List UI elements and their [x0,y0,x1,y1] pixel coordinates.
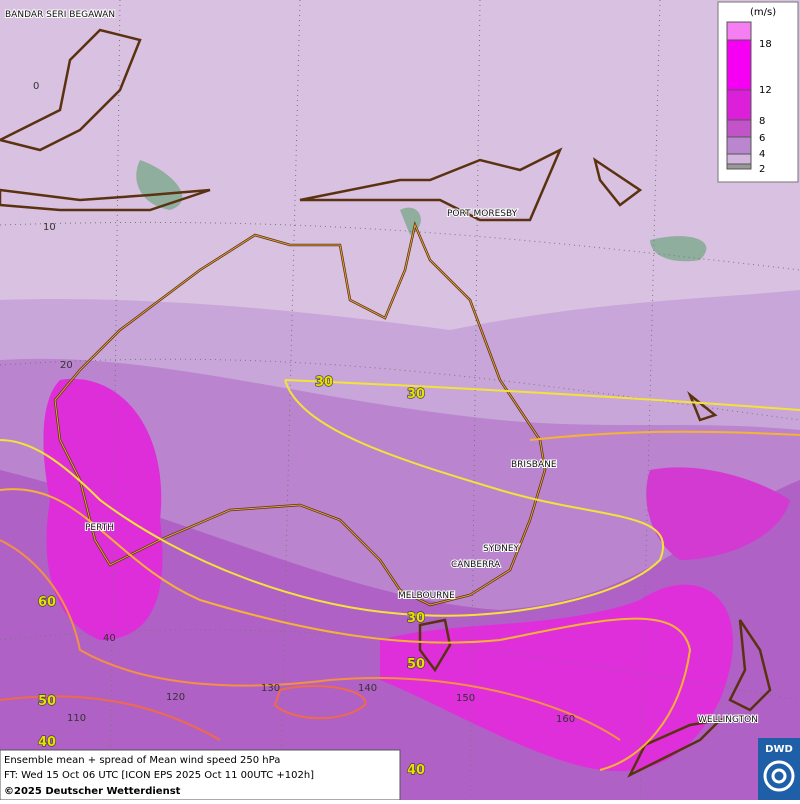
grid-label: 140 [358,683,377,694]
city-label: PORT MORESBY [447,209,518,219]
legend-label: 8 [759,116,765,127]
logo-text: DWD [765,744,793,755]
legend-label: 12 [759,85,772,96]
footer-line: FT: Wed 15 Oct 06 UTC [ICON EPS 2025 Oct… [4,770,314,781]
contour-label: 40 [407,763,425,778]
legend-swatch [726,89,752,121]
contour-label: 30 [407,611,425,626]
city-label: WELLINGTON [698,715,758,725]
grid-label: 20 [60,360,73,371]
logo-swirl [763,760,795,792]
legend-swatch [726,119,752,138]
legend-swatch [726,163,752,170]
contour-labels: 30 30 30 50 60 50 40 40 [37,374,425,778]
city-labels: BANDAR SERI BEGAWAN PORT MORESBY BRISBAN… [4,9,759,726]
legend-swatch [726,21,752,41]
legend-label: 4 [759,149,765,160]
contour-label: 40 [38,735,56,750]
footer-line: Ensemble mean + spread of Mean wind spee… [4,755,280,766]
coastline [0,28,772,778]
footer-line: ©2025 Deutscher Wetterdienst [4,786,181,797]
legend-unit: (m/s) [750,7,776,18]
legend-label: 6 [759,133,765,144]
legend-label: 18 [759,39,772,50]
grid-label: 120 [166,692,185,703]
isotach [0,379,800,771]
grid-label: 10 [43,222,56,233]
contour-label: 60 [38,595,56,610]
grid-label: 130 [261,683,280,694]
legend: (m/s) 18 12 8 6 4 2 [717,1,799,183]
logo-swirl [771,768,787,784]
grid-label: 160 [556,714,575,725]
city-label: PERTH [85,523,114,533]
contour-label: 30 [407,387,425,402]
contour-label: 50 [38,694,56,709]
legend-swatch [726,153,752,165]
field [646,467,790,560]
footer: Ensemble mean + spread of Mean wind spee… [0,749,401,801]
city-label: BANDAR SERI BEGAWAN [5,10,115,20]
grid-label: 0 [33,81,39,92]
city-label: CANBERRA [451,560,501,570]
footer-box [0,749,401,801]
city-label: MELBOURNE [398,591,455,601]
city-label: BRISBANE [511,460,557,470]
logo: DWD [758,738,800,800]
grid-label: 40 [103,633,116,644]
legend-swatch [726,136,752,155]
grid-label: 150 [456,693,475,704]
field [43,378,163,640]
field [380,584,733,772]
contour-label: 50 [407,657,425,672]
city-label: SYDNEY [483,544,520,554]
grid-labels: 0 10 20 40 110 120 130 140 150 160 [33,81,575,725]
grid-label: 110 [67,713,86,724]
contour-label: 30 [315,375,333,390]
legend-swatch [726,39,752,91]
legend-label: 2 [759,164,765,175]
